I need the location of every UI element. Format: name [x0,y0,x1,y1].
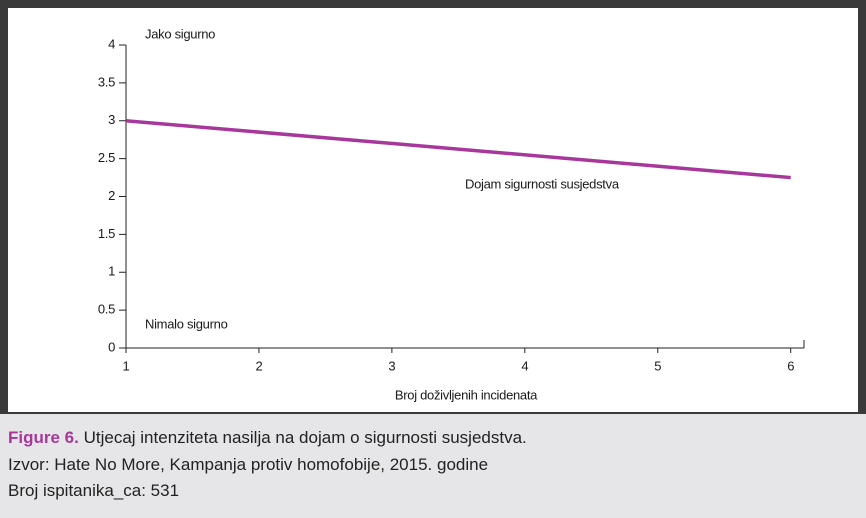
y-tick-label: 1 [108,264,115,279]
caption-sample: Broj ispitanika_ca: 531 [8,481,180,500]
x-tick-label: 3 [388,358,395,373]
annotation: Jako sigurno [145,26,215,41]
y-tick-label: 0.5 [98,302,115,317]
y-tick-label: 4 [108,36,115,51]
x-tick-label: 2 [255,358,262,373]
y-tick-label: 1.5 [98,226,115,241]
annotation: Nimalo sigurno [145,316,228,331]
series-line [125,119,791,180]
y-tick-label: 2 [108,188,115,203]
y-tick-label: 2.5 [98,150,115,165]
y-tick-label: 3 [108,112,115,127]
y-tick-label: 3.5 [98,74,115,89]
figure-label: Figure 6. [8,428,79,447]
chart: Broj doživljenih incidenata 0 0.5 1 1.5 2 2.5… [8,8,858,412]
chart-panel [8,8,858,412]
series-label: Dojam sigurnosti susjedstva [465,176,620,191]
caption-text: Utjecaj intenziteta nasilja na dojam o s… [83,428,527,447]
x-tick-label: 6 [787,358,794,373]
caption-source: Izvor: Hate No More, Kampanja protiv hom… [8,455,489,474]
x-axis-label: Broj doživljenih incidenata [395,387,538,402]
y-tick-label: 0 [108,339,115,354]
caption-line: Figure 6. Utjecaj intenziteta nasilja na… [8,428,527,448]
x-tick-label: 5 [654,358,661,373]
caption: Figure 6. Utjecaj intenziteta nasilja na… [0,414,866,518]
x-tick-label: 4 [521,358,528,373]
x-tick-label: 1 [123,358,130,373]
